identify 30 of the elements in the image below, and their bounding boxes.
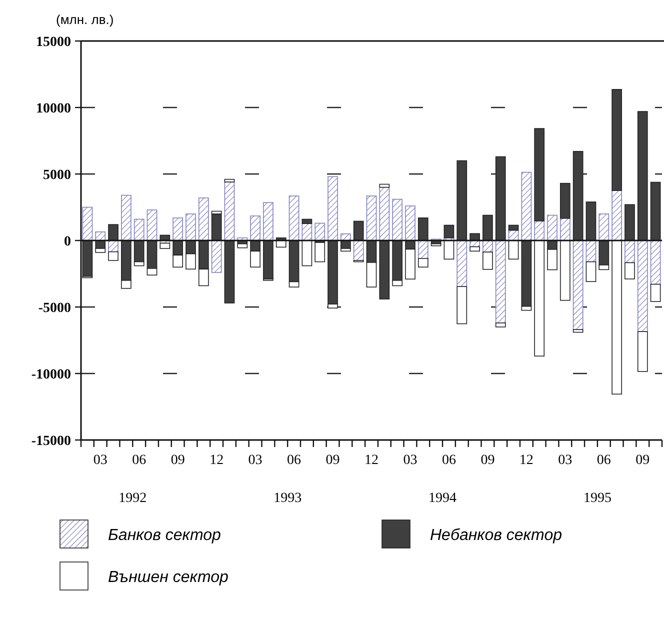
y-tick-label: 10000 bbox=[36, 101, 71, 116]
x-tick-label: 06 bbox=[596, 453, 611, 468]
y-tick-label: -5000 bbox=[38, 300, 71, 316]
text: 1994 bbox=[428, 491, 457, 506]
x-tick-label: 09 bbox=[636, 453, 650, 468]
x-tick-label: 03 bbox=[248, 453, 262, 468]
y-tick-label: -15000 bbox=[31, 434, 71, 449]
x-tick-label: 12 bbox=[364, 453, 378, 468]
x-tick-label: 09 bbox=[170, 453, 185, 468]
legend-label: Външен сектор bbox=[108, 569, 229, 586]
y-tick-label: 15000 bbox=[36, 34, 71, 50]
legend-label: Небанков сектор bbox=[430, 527, 562, 544]
x-tick-label: 09 bbox=[326, 453, 340, 468]
text: 1995 bbox=[583, 491, 612, 506]
x-tick-label: 03 bbox=[558, 453, 572, 468]
text: 1993 bbox=[274, 491, 302, 506]
y-tick-label: -10000 bbox=[31, 367, 71, 382]
y-tick-label: 5000 bbox=[43, 168, 71, 183]
x-tick-label: 12 bbox=[210, 453, 224, 468]
x-tick-label: 03 bbox=[93, 453, 108, 468]
x-tick-label: 09 bbox=[480, 453, 495, 468]
text: 1992 bbox=[118, 491, 147, 506]
x-tick-label: 12 bbox=[519, 453, 534, 468]
x-tick-label: 03 bbox=[403, 453, 418, 468]
y-axis-title: (млн. лв.) bbox=[56, 12, 114, 27]
x-tick-label: 06 bbox=[442, 453, 456, 468]
y-tick-label: 0 bbox=[64, 234, 71, 250]
x-tick-label: 06 bbox=[132, 453, 146, 468]
legend-label: Банков сектор bbox=[108, 527, 222, 544]
x-tick-label: 06 bbox=[287, 453, 302, 468]
